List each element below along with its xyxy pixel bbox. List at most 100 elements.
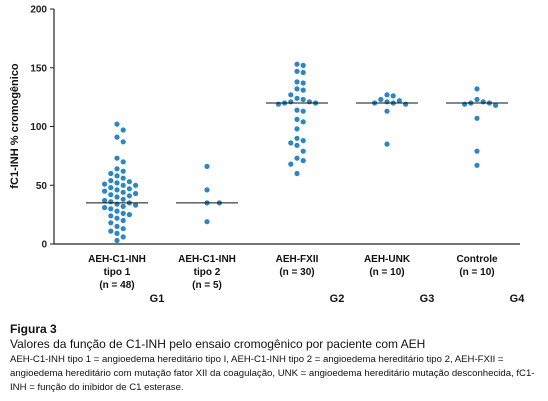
data-point (384, 99, 390, 105)
data-point (114, 194, 120, 200)
data-point (120, 159, 126, 165)
data-point (102, 181, 108, 187)
data-point (384, 92, 390, 98)
data-point (480, 99, 486, 105)
data-point (133, 182, 139, 188)
data-point (126, 179, 132, 185)
data-point (493, 102, 499, 108)
data-point (102, 188, 108, 194)
data-point (306, 99, 312, 105)
y-tick-label: 150 (30, 63, 47, 74)
data-point (120, 210, 126, 216)
data-point (300, 158, 306, 164)
group-label: G1 (150, 293, 165, 305)
category-label: (n = 10) (459, 267, 494, 278)
data-point (300, 69, 306, 76)
category-label: (n = 10) (369, 267, 404, 278)
data-point (294, 61, 300, 67)
data-point (288, 99, 294, 105)
data-point (114, 134, 120, 140)
data-point (108, 178, 114, 184)
data-point (126, 193, 132, 199)
data-point (114, 201, 120, 207)
data-point (396, 98, 402, 104)
data-point (114, 208, 120, 214)
data-point (114, 230, 120, 236)
data-point (114, 187, 120, 193)
figure-footnote: AEH-C1-INH tipo 1 = angioedema hereditár… (10, 354, 535, 393)
category-label: (n = 5) (192, 280, 222, 291)
data-point (108, 192, 114, 198)
data-point (294, 170, 300, 177)
data-point (120, 196, 126, 202)
data-point (384, 108, 390, 114)
data-point (108, 185, 114, 191)
data-point (300, 96, 306, 103)
data-point (474, 162, 480, 168)
data-point (126, 186, 132, 192)
category-label: (n = 48) (99, 280, 134, 291)
data-point (114, 155, 120, 161)
y-ticks: 0 50 100 150 200 (30, 5, 54, 251)
data-point (288, 140, 294, 146)
data-point (204, 187, 210, 193)
data-point (108, 220, 114, 226)
figure-label: Figura 3 (10, 322, 57, 336)
data-point (462, 101, 468, 107)
category-label: (n = 30) (279, 267, 314, 278)
data-point (120, 189, 126, 195)
data-point (275, 101, 281, 107)
category-label: AEH-C1-INH (88, 254, 146, 265)
category-labels: AEH-C1-INH tipo 1 (n = 48) G1 AEH-C1-INH tipo… (88, 254, 525, 305)
data-point (108, 170, 114, 177)
data-point (114, 173, 120, 179)
data-point (294, 86, 300, 92)
data-point (403, 101, 409, 107)
data-point (294, 126, 300, 132)
data-point (114, 215, 120, 221)
data-point (120, 168, 126, 174)
data-point (474, 86, 480, 92)
y-axis-label: fC1-INH % cromogênico (9, 63, 21, 189)
median-lines (86, 102, 508, 204)
data-point (294, 116, 300, 122)
group-label: G2 (330, 293, 345, 305)
data-point (294, 68, 300, 74)
data-point (294, 79, 300, 85)
category-label: AEH-C1-INH (178, 254, 236, 265)
data-point (114, 121, 120, 127)
data-point (204, 219, 210, 225)
data-point (114, 180, 120, 186)
data-point (120, 182, 126, 188)
y-tick-label: 0 (41, 240, 47, 251)
category-label: AEH-FXII (276, 254, 319, 265)
data-point (102, 205, 108, 211)
category-label: tipo 2 (194, 267, 221, 278)
data-point (120, 203, 126, 209)
data-point (300, 138, 306, 144)
data-point (114, 223, 120, 229)
category-label: AEH-UNK (364, 254, 411, 265)
data-point (300, 87, 306, 93)
group-label: G3 (420, 293, 435, 305)
data-point (133, 190, 139, 197)
data-point (108, 213, 114, 219)
figure-title: Valores da função de C1-INH pelo ensaio … (10, 337, 426, 351)
data-point (300, 108, 306, 114)
group-label: G4 (510, 293, 526, 305)
y-tick-label: 200 (30, 5, 47, 16)
data-point (120, 217, 126, 224)
data-point (120, 234, 126, 240)
data-point (288, 161, 294, 167)
data-points (102, 61, 499, 244)
data-point (294, 142, 300, 148)
data-point (294, 107, 300, 113)
data-point (126, 212, 132, 218)
data-point (120, 226, 126, 232)
data-point (474, 115, 480, 121)
data-point (120, 139, 126, 145)
data-point (294, 95, 300, 101)
data-point (288, 92, 294, 98)
data-point (108, 206, 114, 212)
data-point (108, 199, 114, 205)
